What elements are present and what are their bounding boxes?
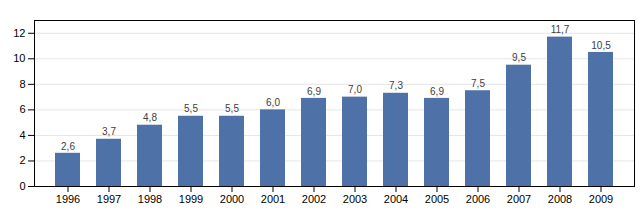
svg-text:0: 0 <box>19 180 25 192</box>
svg-text:9,5: 9,5 <box>512 52 526 63</box>
svg-text:2006: 2006 <box>466 193 490 205</box>
svg-text:2008: 2008 <box>548 193 572 205</box>
svg-text:1997: 1997 <box>97 193 121 205</box>
svg-text:3,7: 3,7 <box>102 126 116 137</box>
svg-text:6,9: 6,9 <box>307 86 321 97</box>
svg-text:6: 6 <box>19 103 25 115</box>
svg-text:10,5: 10,5 <box>591 40 611 51</box>
svg-text:2001: 2001 <box>261 193 285 205</box>
svg-text:8: 8 <box>19 78 25 90</box>
svg-text:6,9: 6,9 <box>430 86 444 97</box>
svg-text:2000: 2000 <box>220 193 244 205</box>
svg-text:5,5: 5,5 <box>184 103 198 114</box>
svg-text:2: 2 <box>19 154 25 166</box>
svg-text:7,3: 7,3 <box>389 80 403 91</box>
svg-text:2004: 2004 <box>384 193 408 205</box>
svg-text:11,7: 11,7 <box>551 24 570 35</box>
svg-text:12: 12 <box>13 27 25 39</box>
svg-text:7,5: 7,5 <box>471 78 485 89</box>
svg-text:1996: 1996 <box>56 193 80 205</box>
svg-text:4,8: 4,8 <box>143 112 157 123</box>
svg-text:1999: 1999 <box>179 193 203 205</box>
svg-text:6,0: 6,0 <box>266 97 280 108</box>
svg-text:2003: 2003 <box>343 193 367 205</box>
svg-text:2007: 2007 <box>507 193 531 205</box>
svg-text:1998: 1998 <box>138 193 162 205</box>
svg-text:4: 4 <box>19 129 25 141</box>
svg-text:10: 10 <box>13 52 25 64</box>
svg-text:7,0: 7,0 <box>348 84 362 95</box>
svg-text:2009: 2009 <box>589 193 613 205</box>
svg-text:5,5: 5,5 <box>225 103 239 114</box>
svg-text:2005: 2005 <box>425 193 449 205</box>
svg-text:2,6: 2,6 <box>61 141 75 152</box>
svg-text:2002: 2002 <box>302 193 326 205</box>
